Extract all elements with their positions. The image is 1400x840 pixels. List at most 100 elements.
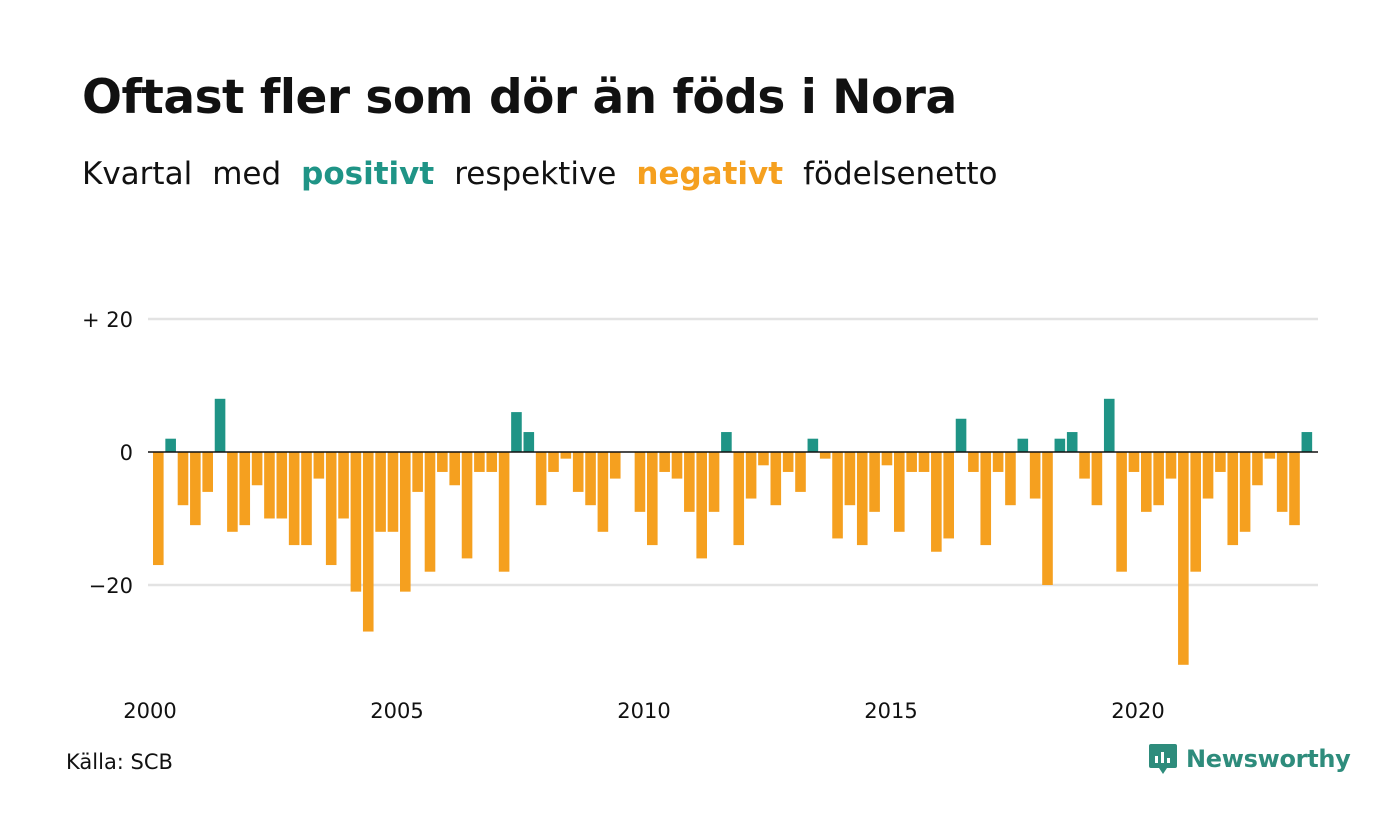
bar-negative bbox=[770, 452, 782, 506]
bar-negative bbox=[437, 452, 448, 472]
bar-negative bbox=[585, 452, 596, 506]
bar-negative bbox=[696, 452, 707, 559]
bar-positive bbox=[1066, 432, 1078, 452]
brand-logo: Newsworthy bbox=[1148, 742, 1351, 776]
bar-negative bbox=[572, 452, 584, 492]
bar-negative bbox=[301, 452, 312, 546]
bar-positive bbox=[511, 412, 522, 452]
chart-title: Oftast fler som dör än föds i Nora bbox=[82, 70, 957, 125]
bar-negative bbox=[548, 452, 559, 472]
bars bbox=[153, 398, 1313, 665]
bar-negative bbox=[227, 452, 238, 532]
subtitle-positive-word: positivt bbox=[301, 156, 435, 192]
bar-negative bbox=[684, 452, 695, 512]
bar-negative bbox=[1178, 452, 1189, 665]
bar-negative bbox=[202, 452, 213, 492]
bar-negative bbox=[671, 452, 683, 479]
bar-negative bbox=[387, 452, 399, 532]
bar-negative bbox=[1128, 452, 1140, 472]
bar-negative bbox=[980, 452, 992, 546]
bar-negative bbox=[869, 452, 880, 512]
bar-negative bbox=[251, 452, 263, 486]
bar-negative bbox=[1202, 452, 1214, 499]
bar-negative bbox=[424, 452, 436, 572]
bar-negative bbox=[1029, 452, 1041, 499]
bar-negative bbox=[881, 452, 893, 466]
bar-negative bbox=[1239, 452, 1251, 532]
bar-negative bbox=[412, 452, 423, 492]
bar-positive bbox=[1103, 398, 1115, 452]
bar-positive bbox=[1301, 432, 1313, 452]
x-tick-label: 2000 bbox=[123, 699, 176, 723]
bar-negative bbox=[634, 452, 646, 512]
bar-negative bbox=[918, 452, 930, 472]
bar-negative bbox=[894, 452, 905, 532]
bar-negative bbox=[560, 452, 572, 459]
gridlines bbox=[148, 317, 1318, 587]
y-tick-label: 0 bbox=[120, 441, 133, 465]
bar-negative bbox=[819, 452, 831, 459]
bar-negative bbox=[449, 452, 460, 486]
x-tick-label: 2005 bbox=[370, 699, 423, 723]
source-note: Källa: SCB bbox=[66, 750, 173, 774]
subtitle-part-fodelsenetto: födelsenetto bbox=[803, 156, 998, 192]
y-tick-label: + 20 bbox=[82, 308, 133, 332]
x-axis-ticks: 2000 2005 2010 2015 2020 bbox=[123, 699, 1164, 723]
y-axis-ticks: + 20 0 −20 bbox=[82, 308, 133, 598]
subtitle-negative-word: negativt bbox=[636, 156, 784, 192]
bar-negative bbox=[1005, 452, 1016, 506]
brand-name: Newsworthy bbox=[1186, 745, 1351, 773]
bar-positive bbox=[955, 418, 967, 452]
bar-negative bbox=[288, 452, 300, 546]
bar-negative bbox=[795, 452, 806, 492]
subtitle-part-respektive: respektive bbox=[454, 156, 617, 192]
x-tick-label: 2020 bbox=[1111, 699, 1164, 723]
bar-negative bbox=[1264, 452, 1276, 459]
x-tick-label: 2015 bbox=[864, 699, 917, 723]
bar-negative bbox=[597, 452, 609, 532]
bar-positive bbox=[721, 432, 732, 452]
bar-negative bbox=[1227, 452, 1239, 546]
bar-negative bbox=[647, 452, 658, 546]
bar-negative bbox=[968, 452, 979, 472]
bar-negative bbox=[1276, 452, 1288, 512]
bar-negative bbox=[400, 452, 411, 592]
bar-negative bbox=[350, 452, 362, 592]
bar-negative bbox=[745, 452, 757, 499]
bar-negative bbox=[1215, 452, 1226, 472]
bar-negative bbox=[498, 452, 510, 572]
chart-subtitle: Kvartal med positivt respektive negativt föde… bbox=[82, 156, 1018, 192]
bar-negative bbox=[486, 452, 498, 472]
bar-negative bbox=[609, 452, 621, 479]
bar-negative bbox=[153, 452, 164, 566]
bar-negative bbox=[1289, 452, 1300, 526]
bar-negative bbox=[1165, 452, 1177, 479]
bar-negative bbox=[992, 452, 1004, 472]
bar-negative bbox=[1252, 452, 1263, 486]
bar-negative bbox=[906, 452, 917, 472]
bar-negative bbox=[239, 452, 251, 526]
bar-positive bbox=[165, 438, 176, 452]
bar-negative bbox=[177, 452, 189, 506]
bar-negative bbox=[1153, 452, 1164, 506]
bar-negative bbox=[758, 452, 769, 466]
bar-positive bbox=[1017, 438, 1029, 452]
bar-negative bbox=[844, 452, 856, 506]
bar-negative bbox=[1091, 452, 1103, 506]
bar-negative bbox=[535, 452, 547, 506]
bar-negative bbox=[375, 452, 386, 532]
bar-negative bbox=[338, 452, 349, 519]
bar-negative bbox=[659, 452, 670, 472]
bar-negative bbox=[931, 452, 942, 552]
bar-negative bbox=[474, 452, 485, 472]
bar-negative bbox=[1116, 452, 1127, 572]
bar-positive bbox=[807, 438, 819, 452]
bar-negative bbox=[461, 452, 473, 559]
bar-negative bbox=[325, 452, 337, 566]
bar-negative bbox=[264, 452, 275, 519]
bar-negative bbox=[832, 452, 843, 539]
bar-negative bbox=[190, 452, 201, 526]
bar-positive bbox=[523, 432, 535, 452]
bar-negative bbox=[1042, 452, 1053, 585]
bar-negative bbox=[856, 452, 868, 546]
